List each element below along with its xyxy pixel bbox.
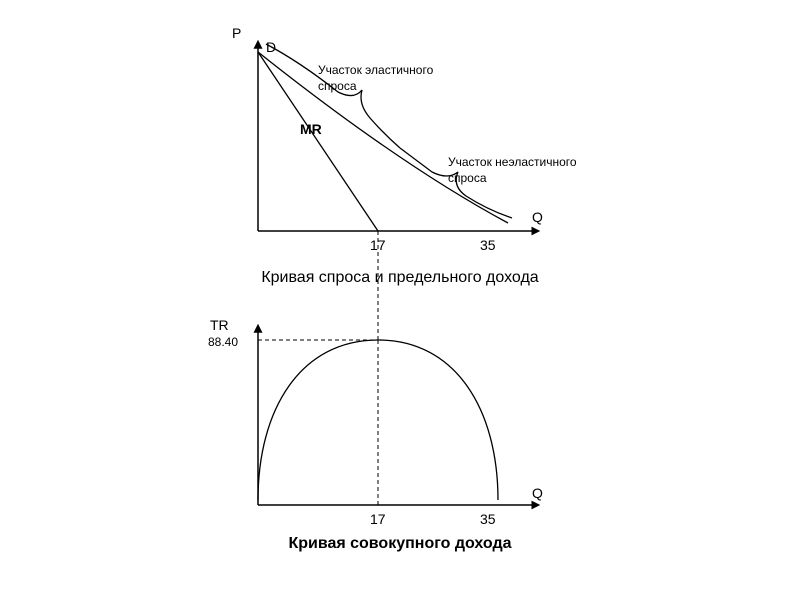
- inelastic-label-2: спроса: [448, 171, 487, 185]
- demand-curve: [258, 52, 508, 223]
- mr-label: MR: [300, 121, 322, 137]
- elastic-label-2: спроса: [318, 79, 357, 93]
- elastic-label-1: Участок эластичного: [318, 63, 434, 77]
- top-x-axis-label: Q: [532, 209, 543, 225]
- demand-label: D: [266, 39, 276, 55]
- top-chart: P D MR Q Участок эластичного спроса Учас…: [232, 25, 577, 286]
- top-caption: Кривая спроса и предельного дохода: [261, 269, 538, 286]
- elastic-brace: [266, 44, 400, 148]
- bottom-chart: TR 88.40 Q 17 35 Кривая совокупного дохо…: [208, 317, 543, 552]
- top-y-axis-label: P: [232, 25, 241, 41]
- bottom-caption: Кривая совокупного дохода: [288, 535, 511, 552]
- figure: P D MR Q Участок эластичного спроса Учас…: [0, 0, 800, 600]
- top-xtick-end: 35: [480, 237, 496, 253]
- tr-label: TR: [210, 317, 229, 333]
- tr-max-value: 88.40: [208, 335, 238, 349]
- bottom-x-axis-label: Q: [532, 485, 543, 501]
- inelastic-label-1: Участок неэластичного: [448, 155, 577, 169]
- bottom-xtick-end: 35: [480, 511, 496, 527]
- bottom-xtick-mid: 17: [370, 511, 386, 527]
